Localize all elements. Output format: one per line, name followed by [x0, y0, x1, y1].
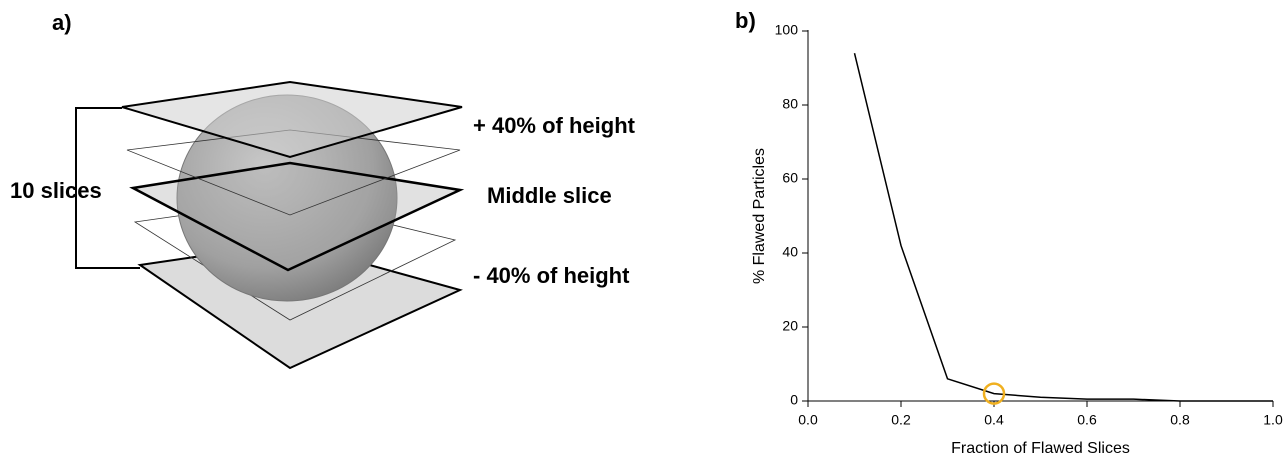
x-tick-label: 0.2 [891, 412, 911, 428]
top-label: + 40% of height [473, 113, 636, 138]
y-tick-label: 80 [782, 96, 798, 112]
panel-label: a) [52, 10, 72, 35]
y-axis-label: % Flawed Particles [751, 148, 768, 284]
x-tick-label: 0.0 [798, 412, 818, 428]
top-plane [122, 82, 462, 157]
x-tick-label: 0.8 [1170, 412, 1190, 428]
y-tick-label: 20 [782, 318, 798, 334]
middle-label: Middle slice [487, 183, 612, 208]
bottom-label: - 40% of height [473, 263, 630, 288]
x-tick-label: 1.0 [1263, 412, 1283, 428]
bracket-label: 10 slices [10, 178, 102, 203]
panel-label: b) [735, 8, 756, 33]
x-tick-label: 0.4 [984, 412, 1004, 428]
line [855, 53, 1274, 401]
y-tick-label: 100 [775, 22, 799, 38]
y-tick-label: 60 [782, 170, 798, 186]
figure: a) 10 slices + 40% of height Middle slic… [0, 0, 1286, 461]
y-tick-label: 0 [790, 392, 798, 408]
x-axis-label: Fraction of Flawed Slices [951, 440, 1130, 457]
x-tick-label: 0.6 [1077, 412, 1097, 428]
y-tick-label: 40 [782, 244, 798, 260]
